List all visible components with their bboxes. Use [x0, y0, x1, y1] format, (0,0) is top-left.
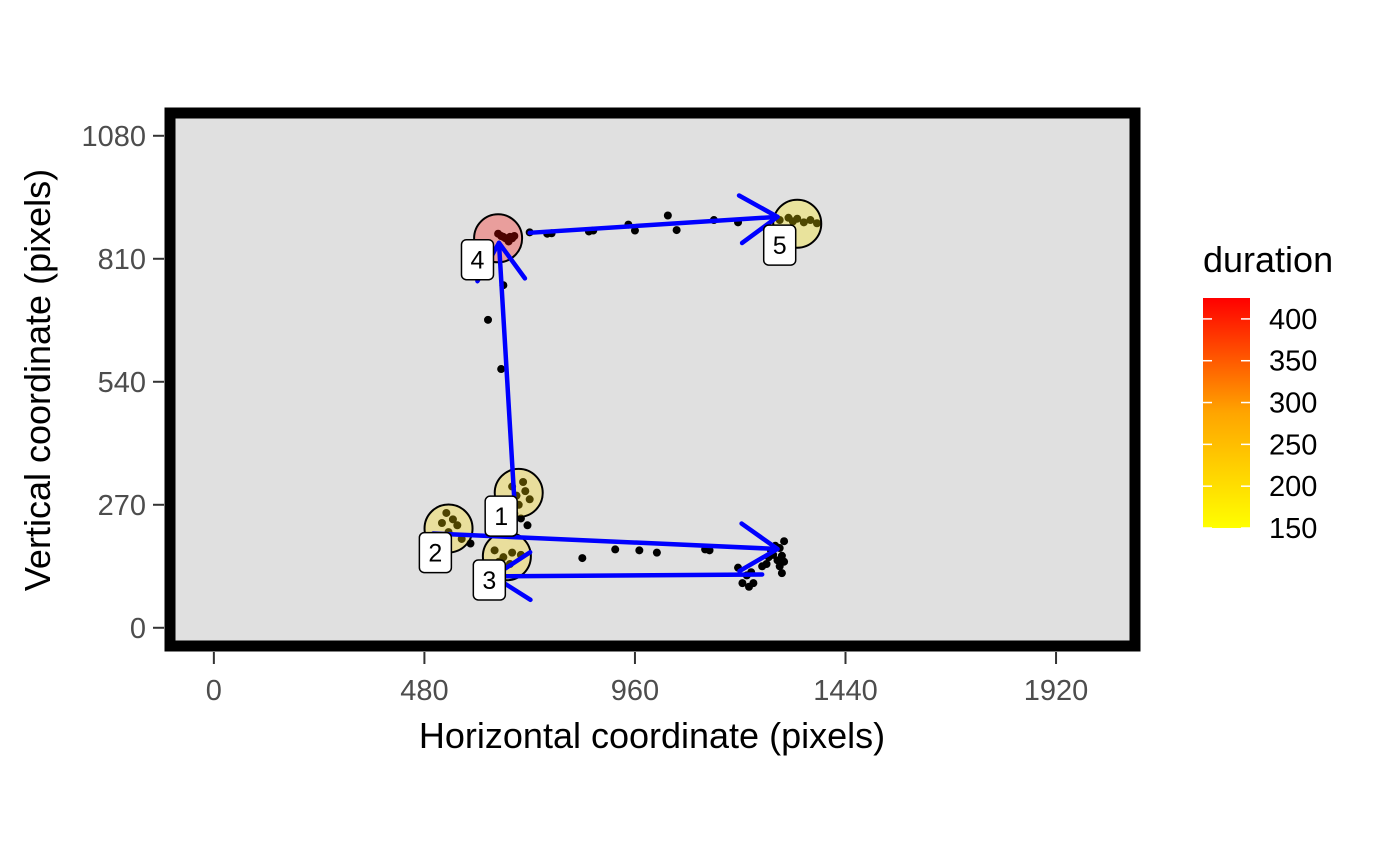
raw-point — [652, 548, 661, 557]
saccade-arrow — [527, 214, 780, 236]
x-tick-label: 960 — [611, 675, 659, 707]
legend-label: 350 — [1269, 346, 1317, 378]
fixation-label: 1 — [494, 503, 508, 531]
fixation-label-box — [762, 224, 797, 266]
raw-point — [663, 211, 672, 220]
legend-ticks: 150 200 250 300 350 400 — [1203, 304, 1317, 545]
raw-point — [510, 232, 519, 240]
x-tick-label: 480 — [400, 675, 448, 707]
legend-colorbar — [1203, 298, 1250, 528]
fixation-label: 4 — [471, 247, 485, 275]
raw-point — [437, 519, 446, 527]
raw-point — [504, 237, 513, 246]
y-tick-label: 810 — [98, 244, 146, 276]
raw-point — [762, 560, 771, 568]
raw-point — [780, 537, 789, 546]
raw-point — [799, 218, 808, 227]
fixation-label-box — [472, 559, 507, 601]
raw-point — [630, 226, 639, 235]
x-axis-title: Horizontal coordinate (pixels) — [419, 715, 885, 756]
x-tick-label: 1440 — [813, 675, 878, 707]
legend-label: 200 — [1269, 471, 1317, 503]
fixation-label-box — [418, 531, 453, 574]
raw-point — [780, 557, 789, 566]
fixation-label: 2 — [428, 540, 442, 568]
saccade-arrowhead — [736, 193, 780, 246]
legend-label: 300 — [1269, 388, 1317, 420]
y-tick-label: 0 — [130, 613, 146, 645]
raw-point — [749, 579, 758, 588]
raw-point — [484, 315, 493, 324]
fixation-label-box — [460, 238, 495, 281]
raw-point — [497, 365, 506, 374]
raw-point — [490, 546, 499, 555]
raw-point — [521, 487, 530, 496]
raw-point — [777, 569, 786, 578]
raw-point — [635, 546, 644, 555]
plot-panel — [164, 107, 1141, 652]
fixation-label: 3 — [482, 567, 496, 595]
saccade-arrowhead — [737, 521, 780, 574]
raw-point — [453, 521, 462, 530]
raw-point — [812, 219, 821, 228]
raw-point — [448, 515, 457, 524]
y-tick-label: 1080 — [81, 121, 146, 153]
raw-point — [442, 508, 451, 517]
raw-point — [519, 478, 528, 486]
saccade-arrow — [491, 572, 765, 579]
raw-point — [806, 216, 815, 225]
axes: 0 480 960 1440 1920 0 270 540 810 1080 — [81, 121, 1088, 707]
raw-point — [793, 214, 802, 223]
raw-point — [523, 521, 532, 530]
legend-label: 150 — [1269, 513, 1317, 545]
legend-label: 250 — [1269, 429, 1317, 461]
raw-point — [525, 495, 534, 504]
legend-title: duration — [1203, 239, 1333, 280]
legend: duration 150 200 250 300 350 400 — [1203, 239, 1333, 545]
raw-point — [738, 579, 747, 588]
raw-point — [508, 548, 517, 557]
legend-label: 400 — [1269, 304, 1317, 336]
y-tick-label: 270 — [98, 490, 146, 522]
x-tick-label: 1920 — [1024, 675, 1089, 707]
fixation-label: 5 — [773, 232, 787, 260]
fixation-labels: 1 2 3 4 5 — [418, 224, 797, 601]
raw-point — [705, 546, 714, 555]
x-tick-label: 0 — [206, 675, 222, 707]
raw-point — [672, 226, 681, 235]
y-tick-label: 540 — [98, 367, 146, 399]
y-axis-title: Vertical coordinate (pixels) — [17, 169, 58, 591]
fixation-label-box — [484, 495, 518, 537]
saccade-arrow — [496, 240, 518, 524]
raw-point — [578, 554, 587, 563]
raw-point — [611, 545, 620, 554]
